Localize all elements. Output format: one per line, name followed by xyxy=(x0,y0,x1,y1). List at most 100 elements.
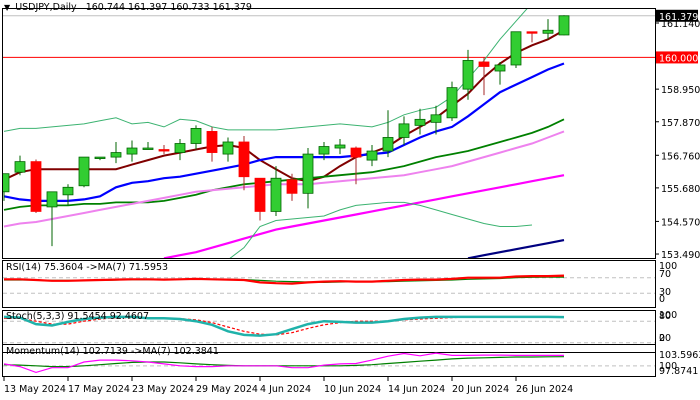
candle-body xyxy=(302,153,314,194)
price-tick-label: 156.760 xyxy=(661,151,700,162)
candle-body xyxy=(510,31,522,66)
price-axis: 161.140 158.950 157.870 156.760 155.680 154.5… xyxy=(655,9,700,377)
momentum-axis-100: 100 xyxy=(659,361,677,372)
current-price-label: 161.379 xyxy=(659,12,698,23)
candle-body xyxy=(382,137,394,152)
candle-body xyxy=(46,191,58,208)
rsi-axis-30: 30 xyxy=(659,287,671,298)
stoch-label: Stoch(5,3,3) 91.5454 92.4607 xyxy=(6,311,150,322)
bollinger-lower-line xyxy=(229,201,533,258)
candle xyxy=(510,31,522,68)
ma-200-line xyxy=(163,174,565,258)
time-tick-label: 29 May 2024 xyxy=(196,384,258,395)
rsi-axis-100: 100 xyxy=(659,261,677,272)
candle xyxy=(526,31,538,43)
candle-body xyxy=(398,123,410,138)
candle xyxy=(446,81,458,121)
price-tick-label: 155.680 xyxy=(661,184,700,195)
stoch-axis-80: 80 xyxy=(659,311,671,322)
time-tick-label: 13 May 2024 xyxy=(4,384,66,395)
candle-body xyxy=(62,186,74,196)
price-plot[interactable] xyxy=(0,0,655,260)
candle xyxy=(174,138,186,161)
candle xyxy=(30,159,42,213)
rsi-axis-0: 0 xyxy=(659,294,665,305)
time-tick-label: 17 May 2024 xyxy=(68,384,130,395)
candle-body xyxy=(174,143,186,153)
symbol-label: USDJPY,Daily xyxy=(15,2,77,13)
candle xyxy=(558,15,570,36)
candle-body xyxy=(126,147,138,155)
candle xyxy=(494,61,506,85)
candle xyxy=(62,184,74,206)
price-tick-label: 157.870 xyxy=(661,118,700,129)
candle xyxy=(302,148,314,209)
triangle-down-icon[interactable]: ▼ xyxy=(4,3,11,12)
candle xyxy=(126,140,138,162)
candle xyxy=(542,19,554,40)
candle xyxy=(350,146,362,185)
chart-frames xyxy=(2,8,656,377)
candle xyxy=(414,108,426,135)
candle xyxy=(478,57,490,96)
candle-body xyxy=(478,61,490,67)
momentum-line xyxy=(3,352,564,374)
candle xyxy=(94,156,106,161)
momentum-ma-line xyxy=(3,356,565,368)
momentum-axis-max: 103.5963 xyxy=(659,350,700,361)
time-tick-label: 4 Jun 2024 xyxy=(260,384,311,395)
candle-body xyxy=(222,141,234,155)
candle-body xyxy=(526,31,538,34)
candle-body xyxy=(190,127,202,144)
candle-body xyxy=(414,118,426,126)
candle-body xyxy=(270,177,282,212)
candle-body xyxy=(558,15,570,36)
candle xyxy=(206,126,218,162)
candle xyxy=(334,138,346,155)
candle-body xyxy=(334,144,346,149)
ma-slow-line xyxy=(3,118,565,211)
candle-body xyxy=(318,146,330,155)
time-tick-label: 23 May 2024 xyxy=(132,384,194,395)
candle-body xyxy=(462,60,474,90)
candle-body xyxy=(78,156,90,187)
rsi-line xyxy=(4,274,565,285)
candle-body xyxy=(286,179,298,194)
candle xyxy=(318,141,330,161)
ma-long-line xyxy=(3,130,565,228)
ma-fast-line xyxy=(3,29,565,183)
candle xyxy=(142,141,154,150)
price-tick-label: 154.570 xyxy=(661,217,700,228)
time-tick-label: 20 Jun 2024 xyxy=(452,384,509,395)
candle xyxy=(270,166,282,216)
candle xyxy=(430,105,442,135)
candle-body xyxy=(3,173,10,193)
candle xyxy=(254,177,266,221)
current-price-tag xyxy=(656,9,698,22)
time-tick-label: 10 Jun 2024 xyxy=(324,384,381,395)
candle xyxy=(3,173,10,201)
candle xyxy=(158,145,170,155)
candle xyxy=(190,125,202,150)
stoch-axis-100: 100 xyxy=(659,310,677,321)
candle-body xyxy=(238,141,250,178)
level-tag xyxy=(656,51,698,64)
momentum-label: Momentum(14) 102.7139 ->MA(7) 102.3841 xyxy=(6,346,219,357)
price-tick-label: 161.140 xyxy=(661,19,700,30)
time-axis: 13 May 2024 17 May 2024 23 May 2024 29 May … xyxy=(3,377,573,395)
candle-body xyxy=(494,64,506,72)
candle xyxy=(222,137,234,162)
momentum-axis-min: 97.8741 xyxy=(659,366,698,377)
candle xyxy=(110,141,122,164)
time-tick-label: 14 Jun 2024 xyxy=(388,384,445,395)
level-tag-label: 160.000 xyxy=(659,53,698,64)
candle-body xyxy=(350,147,362,158)
candle-body xyxy=(430,114,442,123)
candle xyxy=(46,191,58,247)
candle-body xyxy=(254,177,266,212)
ma-extra-line xyxy=(467,239,565,258)
candle xyxy=(78,156,90,188)
candle xyxy=(382,110,394,158)
candle-body xyxy=(14,161,26,173)
